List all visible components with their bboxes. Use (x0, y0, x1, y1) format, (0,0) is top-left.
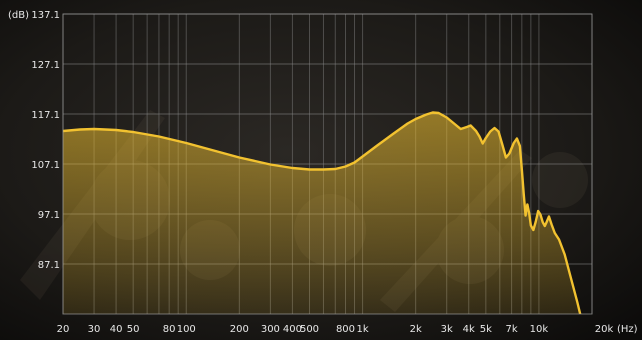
x-tick-label: 800 (336, 324, 355, 335)
x-tick-label: 200 (230, 324, 249, 335)
x-tick-label: 10k (530, 324, 549, 335)
x-tick-label: 20k (595, 324, 614, 335)
x-tick-label: 2k (410, 324, 422, 335)
y-axis-unit: (dB) (8, 10, 29, 21)
y-tick-label: 87.1 (38, 260, 60, 271)
x-tick-label: 100 (177, 324, 196, 335)
x-axis-unit: (Hz) (617, 324, 638, 335)
x-tick-label: 3k (441, 324, 453, 335)
x-tick-label: 500 (300, 324, 319, 335)
response-curve (63, 111, 582, 314)
x-tick-label: 4k (463, 324, 475, 335)
x-tick-label: 40 (110, 324, 123, 335)
x-tick-label: 5k (480, 324, 492, 335)
y-axis-ticks: 137.1 127.1 117.1 107.1 97.1 87.1 (31, 10, 60, 271)
x-tick-label: 50 (127, 324, 140, 335)
x-tick-label: 20 (57, 324, 70, 335)
response-area (63, 112, 592, 314)
x-tick-label: 30 (88, 324, 101, 335)
x-tick-label: 80 (163, 324, 176, 335)
y-tick-label: 127.1 (31, 60, 60, 71)
response-curve-line (63, 111, 582, 314)
x-tick-label: 300 (261, 324, 280, 335)
y-tick-label: 97.1 (38, 210, 60, 221)
x-tick-label: 400 (283, 324, 302, 335)
y-tick-label: 117.1 (31, 110, 60, 121)
response-area-fill (63, 112, 592, 314)
y-tick-label: 137.1 (31, 10, 60, 21)
x-tick-label: 1k (357, 324, 369, 335)
x-tick-label: 7k (506, 324, 518, 335)
plot-frame (62, 13, 593, 315)
y-tick-label: 107.1 (31, 160, 60, 171)
